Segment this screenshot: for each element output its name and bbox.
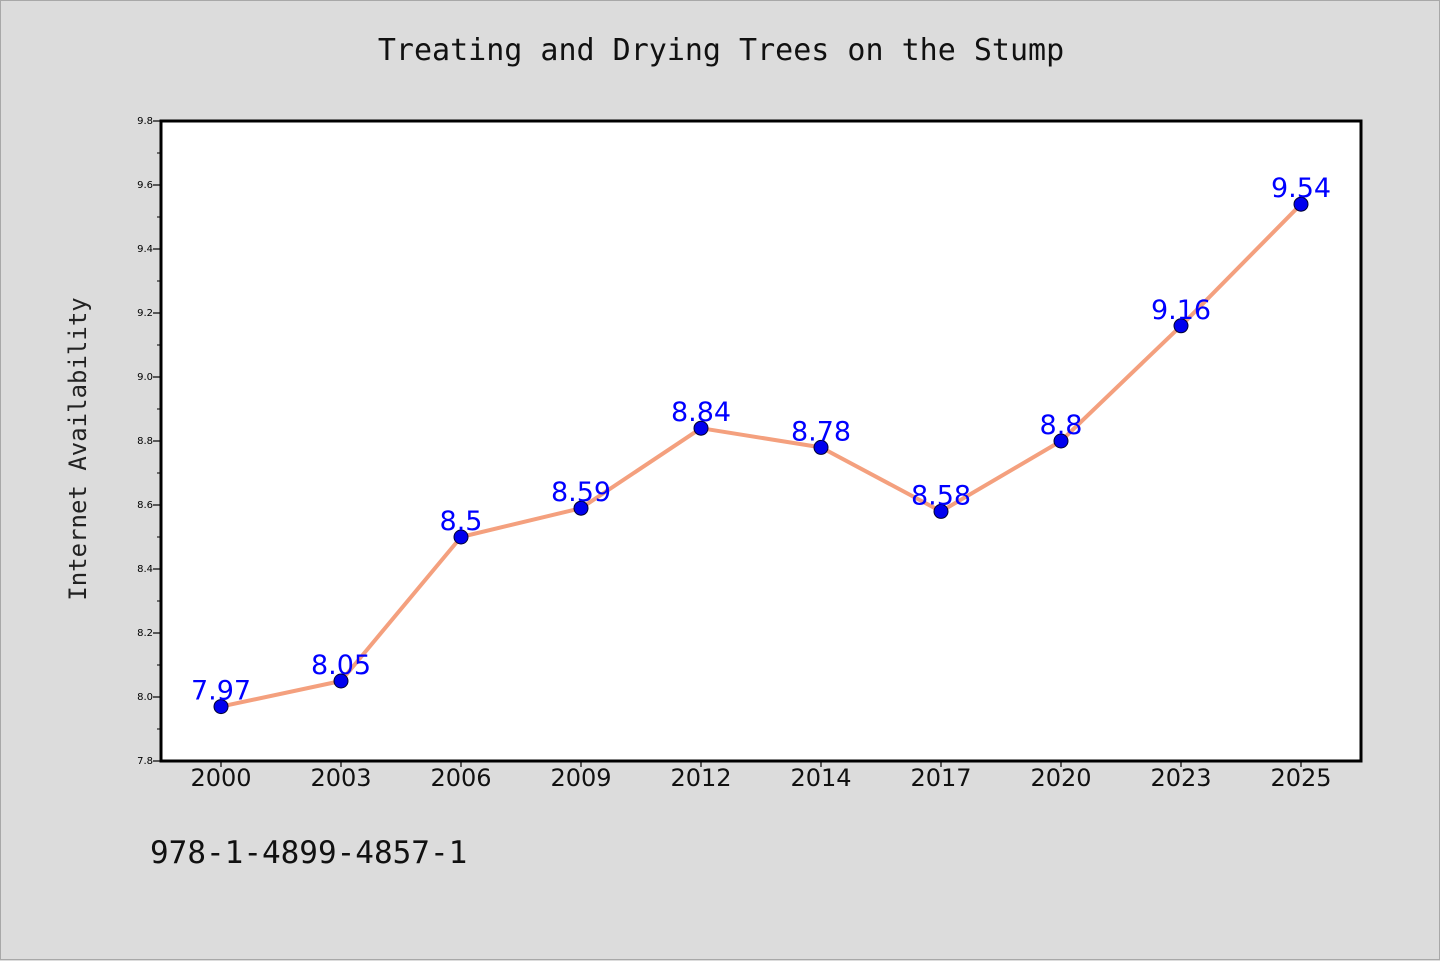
data-label: 9.54 xyxy=(1271,173,1331,204)
y-tick-label: 8.6 xyxy=(137,500,153,511)
y-tick-label: 8.8 xyxy=(137,436,153,447)
data-point xyxy=(813,439,829,455)
data-label: 8.5 xyxy=(440,506,483,537)
data-label: 8.05 xyxy=(311,650,371,681)
x-tick-label: 2014 xyxy=(790,764,851,792)
data-label: 7.97 xyxy=(191,676,251,707)
y-tick-label: 8.2 xyxy=(137,628,153,639)
y-tick-label: 9.2 xyxy=(137,308,153,319)
x-tick-label: 2020 xyxy=(1030,764,1091,792)
x-tick-label: 2003 xyxy=(310,764,371,792)
data-label: 8.8 xyxy=(1040,410,1083,441)
y-tick-label: 7.8 xyxy=(137,756,153,767)
y-tick-label: 8.0 xyxy=(137,692,153,703)
data-point xyxy=(573,500,589,516)
x-tick-label: 2000 xyxy=(190,764,251,792)
data-label: 8.78 xyxy=(791,416,851,447)
data-label: 8.59 xyxy=(551,477,611,508)
data-label: 8.84 xyxy=(671,397,731,428)
data-point xyxy=(1053,433,1069,449)
data-point xyxy=(693,420,709,436)
x-tick-label: 2025 xyxy=(1270,764,1331,792)
plot-frame xyxy=(159,119,1363,763)
y-tick-label: 9.6 xyxy=(137,180,153,191)
data-point xyxy=(1173,318,1189,334)
x-tick-label: 2017 xyxy=(910,764,971,792)
chart-title: Treating and Drying Trees on the Stump xyxy=(377,33,1065,68)
x-tick-label: 2009 xyxy=(550,764,611,792)
y-tick-label: 8.4 xyxy=(137,564,153,575)
data-label: 9.16 xyxy=(1151,295,1211,326)
data-point xyxy=(333,673,349,689)
y-tick-label: 9.0 xyxy=(137,372,153,383)
data-point xyxy=(213,699,229,715)
x-tick-label: 2012 xyxy=(670,764,731,792)
x-tick-label: 2023 xyxy=(1150,764,1211,792)
y-tick-label: 9.4 xyxy=(137,244,153,255)
x-tick-label: 2006 xyxy=(430,764,491,792)
footer-code: 978-1-4899-4857-1 xyxy=(150,835,468,871)
data-point xyxy=(1293,196,1309,212)
series-line xyxy=(219,202,1303,709)
data-point xyxy=(933,503,949,519)
data-point xyxy=(453,529,469,545)
data-label: 8.58 xyxy=(911,480,971,511)
y-tick-label: 9.8 xyxy=(137,116,153,127)
